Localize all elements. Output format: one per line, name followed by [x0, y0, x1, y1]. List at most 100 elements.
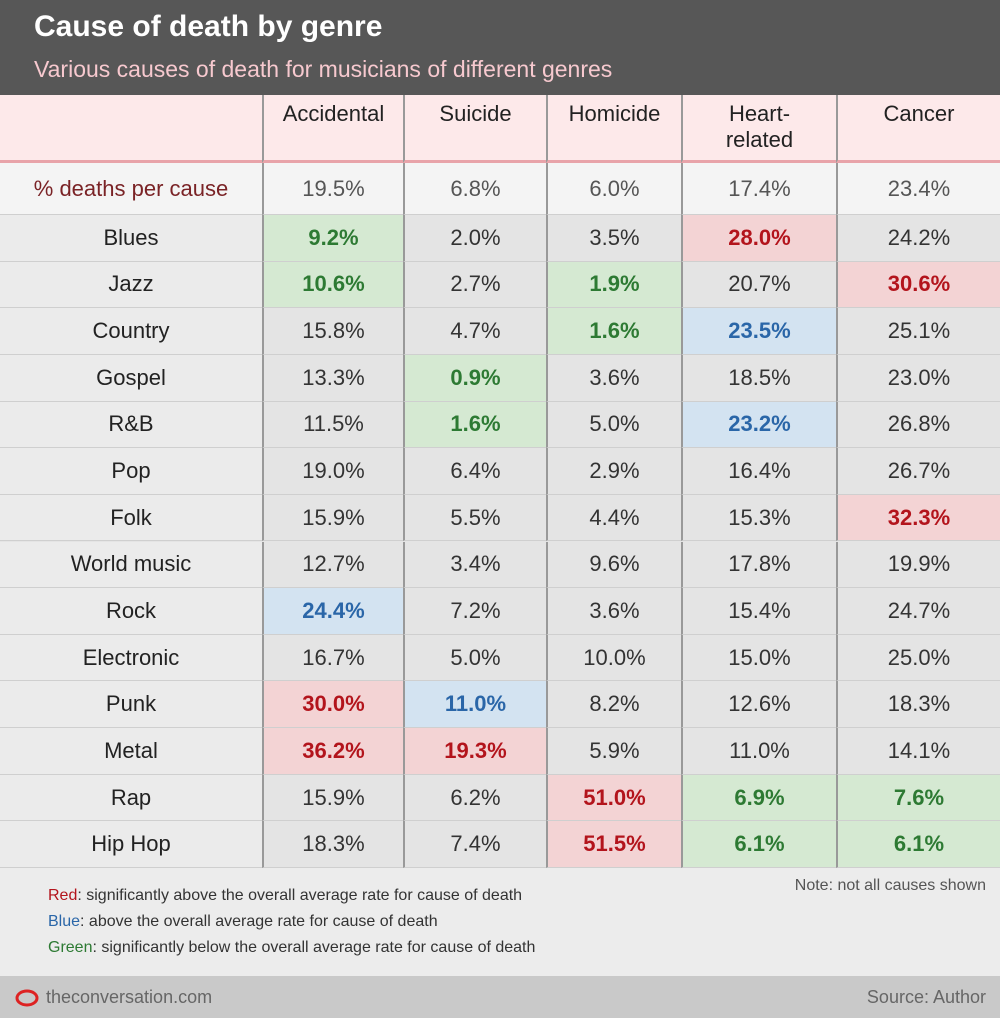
value-cell: 6.2%: [403, 774, 546, 822]
header-cell: [0, 95, 262, 163]
genre-label: Metal: [0, 728, 262, 775]
legend-key: Red: [48, 887, 78, 904]
title: Cause of death by genre: [34, 10, 383, 43]
value-cell: 5.0%: [403, 634, 546, 682]
value-cell: 2.0%: [403, 215, 546, 262]
genre-label: Jazz: [0, 261, 262, 309]
average-value: 6.0%: [546, 163, 681, 215]
value-cell: 3.4%: [403, 541, 546, 589]
value-cell: 24.4%: [262, 588, 403, 635]
value-cell: 17.8%: [681, 541, 836, 589]
column-header: Suicide: [403, 95, 546, 163]
value-cell: 4.4%: [546, 494, 681, 542]
value-cell: 26.8%: [836, 401, 1000, 449]
value-cell: 3.6%: [546, 588, 681, 635]
value-cell: 2.9%: [546, 448, 681, 495]
title-bar: [0, 0, 1000, 95]
value-cell: 11.5%: [262, 401, 403, 449]
value-cell: 19.9%: [836, 541, 1000, 589]
value-cell: 4.7%: [403, 308, 546, 355]
genre-label: Hip Hop: [0, 821, 262, 868]
value-cell: 0.9%: [403, 354, 546, 402]
value-cell: 16.7%: [262, 634, 403, 682]
site: theconversation.com: [46, 987, 213, 1007]
logo: [15, 989, 39, 1007]
note: Note: not all causes shown: [794, 877, 986, 894]
value-cell: 15.0%: [681, 634, 836, 682]
value-cell: 18.3%: [836, 681, 1000, 729]
legend: [0, 868, 1000, 976]
footer: [0, 976, 1000, 1018]
value-cell: 25.0%: [836, 634, 1000, 682]
value-cell: 12.6%: [681, 681, 836, 729]
genre-label: Blues: [0, 215, 262, 262]
value-cell: 23.0%: [836, 354, 1000, 402]
subtitle: Various causes of death for musicians of…: [34, 56, 613, 82]
average-value: 17.4%: [681, 163, 836, 215]
genre-label: Gospel: [0, 354, 262, 402]
value-cell: 7.2%: [403, 588, 546, 635]
value-cell: 3.5%: [546, 215, 681, 262]
value-cell: 1.6%: [403, 401, 546, 449]
value-cell: 15.8%: [262, 308, 403, 355]
value-cell: 10.0%: [546, 634, 681, 682]
value-cell: 51.5%: [546, 821, 681, 868]
average-value: 23.4%: [836, 163, 1000, 215]
legend-text: : significantly above the overall averag…: [77, 887, 523, 904]
value-cell: 26.7%: [836, 448, 1000, 495]
source: Source: Author: [866, 987, 986, 1007]
value-cell: 15.9%: [262, 494, 403, 542]
value-cell: 13.3%: [262, 354, 403, 402]
value-cell: 3.6%: [546, 354, 681, 402]
column-header: Homicide: [546, 95, 681, 163]
value-cell: 16.4%: [681, 448, 836, 495]
legend-key: Blue: [48, 913, 81, 930]
genre-label: Country: [0, 308, 262, 355]
value-cell: 14.1%: [836, 728, 1000, 775]
average-value: 19.5%: [262, 163, 403, 215]
genre-label: Punk: [0, 681, 262, 729]
value-cell: 6.4%: [403, 448, 546, 495]
value-cell: 11.0%: [403, 681, 546, 729]
average-label: % deaths per cause: [0, 163, 262, 215]
value-cell: 11.0%: [681, 728, 836, 775]
value-cell: 2.7%: [403, 261, 546, 309]
genre-label: Pop: [0, 448, 262, 495]
value-cell: 7.4%: [403, 821, 546, 868]
value-cell: 15.4%: [681, 588, 836, 635]
value-cell: 6.1%: [836, 821, 1000, 868]
value-cell: 15.9%: [262, 774, 403, 822]
value-cell: 10.6%: [262, 261, 403, 309]
value-cell: 25.1%: [836, 308, 1000, 355]
value-cell: 24.2%: [836, 215, 1000, 262]
value-cell: 5.0%: [546, 401, 681, 449]
value-cell: 32.3%: [836, 494, 1000, 542]
value-cell: 9.6%: [546, 541, 681, 589]
value-cell: 51.0%: [546, 774, 681, 822]
genre-label: Rap: [0, 774, 262, 822]
value-cell: 15.3%: [681, 494, 836, 542]
average-value: 6.8%: [403, 163, 546, 215]
value-cell: 5.9%: [546, 728, 681, 775]
value-cell: 19.3%: [403, 728, 546, 775]
value-cell: 18.3%: [262, 821, 403, 868]
genre-label: Folk: [0, 494, 262, 542]
genre-label: Rock: [0, 588, 262, 635]
value-cell: 23.5%: [681, 308, 836, 355]
genre-label: World music: [0, 541, 262, 589]
genre-label: R&B: [0, 401, 262, 449]
value-cell: 6.9%: [681, 774, 836, 822]
legend-text: : significantly below the overall averag…: [92, 939, 536, 956]
value-cell: 36.2%: [262, 728, 403, 775]
value-cell: 28.0%: [681, 215, 836, 262]
legend-key: Green: [48, 939, 93, 956]
legend-text: : above the overall average rate for cau…: [80, 913, 438, 930]
value-cell: 18.5%: [681, 354, 836, 402]
value-cell: 8.2%: [546, 681, 681, 729]
value-cell: 6.1%: [681, 821, 836, 868]
value-cell: 20.7%: [681, 261, 836, 309]
value-cell: 30.0%: [262, 681, 403, 729]
genre-label: Electronic: [0, 634, 262, 682]
value-cell: 1.6%: [546, 308, 681, 355]
